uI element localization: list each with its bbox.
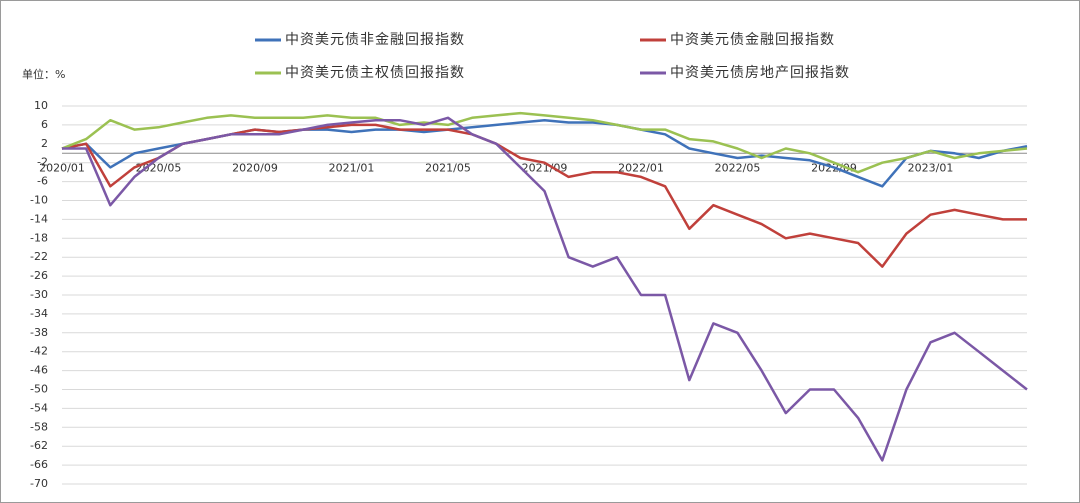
y-tick-label: -10 (30, 194, 48, 207)
y-tick-label: -26 (30, 269, 48, 282)
legend-text: 中资美元债主权债回报指数 (285, 65, 465, 81)
legend-text: 中资美元债房地产回报指数 (670, 65, 850, 81)
y-tick-label: -34 (30, 307, 48, 320)
y-tick-label: -42 (30, 345, 48, 358)
x-tick-label: 2020/01 (39, 161, 85, 174)
y-tick-label: 2 (41, 137, 48, 150)
y-tick-label: 6 (41, 118, 48, 131)
y-tick-label: -50 (30, 383, 48, 396)
y-tick-label: -2 (37, 156, 48, 169)
legend-text: 中资美元债非金融回报指数 (285, 32, 465, 48)
x-tick-label: 2021/05 (425, 161, 471, 174)
y-tick-label: -14 (30, 212, 48, 225)
y-tick-label: -46 (30, 364, 48, 377)
y-tick-label: -6 (37, 175, 48, 188)
x-tick-label: 2022/01 (618, 161, 664, 174)
y-tick-label: -66 (30, 458, 48, 471)
x-tick-label: 2020/09 (232, 161, 278, 174)
series-line (62, 116, 1028, 462)
y-tick-label: -70 (30, 477, 48, 490)
x-tick-label: 2023/01 (908, 161, 954, 174)
y-tick-label: -58 (30, 420, 48, 433)
legend-text: 中资美元债金融回报指数 (670, 32, 835, 48)
y-tick-label: -18 (30, 231, 48, 244)
y-unit-label: 单位：% (22, 67, 65, 81)
y-tick-label: -62 (30, 439, 48, 452)
y-tick-label: -54 (30, 401, 48, 414)
x-tick-label: 2021/01 (329, 161, 375, 174)
series-line (61, 111, 1028, 174)
x-tick-label: 2022/05 (715, 161, 761, 174)
x-tick-label: 2020/05 (136, 161, 182, 174)
y-tick-label: -22 (30, 250, 48, 263)
y-tick-label: -30 (30, 288, 48, 301)
y-tick-label: -38 (30, 326, 48, 339)
x-tick-label: 2021/09 (522, 161, 568, 174)
y-tick-label: 10 (34, 99, 48, 112)
